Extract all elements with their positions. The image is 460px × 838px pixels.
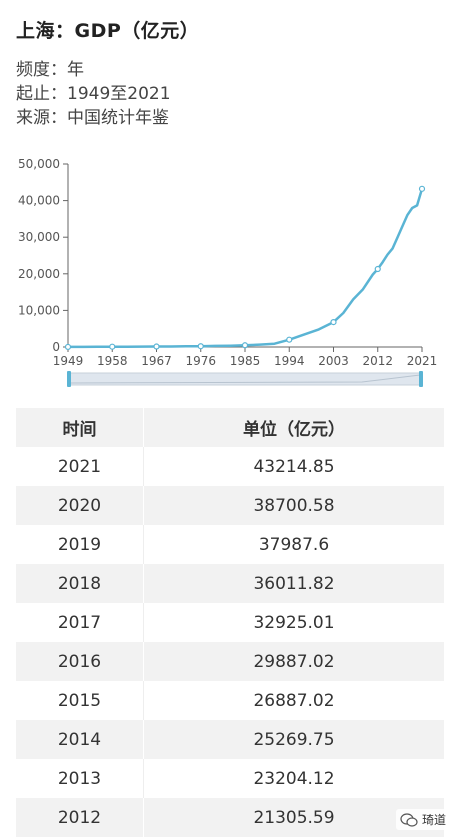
- zoom-slider-preview: [69, 374, 421, 384]
- data-point: [286, 336, 293, 343]
- data-point: [374, 265, 381, 273]
- cell-year: 2016: [16, 642, 144, 681]
- cell-year: 2021: [16, 447, 144, 486]
- cell-value: 38700.58: [143, 486, 444, 525]
- x-tick-label: 1976: [185, 354, 216, 368]
- data-point: [64, 343, 72, 351]
- table-row: 2013 23204.12: [16, 759, 444, 798]
- data-point: [109, 343, 116, 350]
- data-point: [153, 343, 160, 350]
- cell-value: 21305.59: [143, 798, 444, 837]
- table-row: 2015 26887.02: [16, 681, 444, 720]
- watermark-text: 琦道: [421, 813, 446, 827]
- x-tick-label: 2021: [407, 354, 438, 368]
- cell-value: 36011.82: [143, 564, 444, 603]
- zoom-handle-left[interactable]: [67, 371, 71, 387]
- table-row: 2017 32925.01: [16, 603, 444, 642]
- x-tick-label: 1949: [53, 354, 84, 368]
- meta-info: 频度：年 起止：1949至2021 来源：中国统计年鉴: [16, 58, 171, 130]
- series-line: [68, 188, 424, 349]
- gdp-line-chart: 0 10,000 20,000 30,000 40,000 50,000 1949 1958 1…: [18, 157, 438, 387]
- wechat-icon: [400, 812, 418, 827]
- table-row: 2016 29887.02: [16, 642, 444, 681]
- table-row: 2012 21305.59: [16, 798, 444, 837]
- y-tick-label: 30,000: [18, 230, 60, 244]
- cell-year: 2013: [16, 759, 144, 798]
- column-header-value: 单位（亿元）: [143, 408, 444, 447]
- cell-year: 2020: [16, 486, 144, 525]
- gdp-table: 时间 单位（亿元） 2021 43214.85 2020 38700.58 2019…: [16, 408, 444, 837]
- table-row: 2014 25269.75: [16, 720, 444, 759]
- source-text: 来源：中国统计年鉴: [16, 108, 169, 128]
- x-tick-label: 1994: [274, 354, 305, 368]
- page-title: 上海：GDP（亿元）: [16, 20, 200, 42]
- cell-value: 25269.75: [143, 720, 444, 759]
- zoom-handle-right[interactable]: [419, 371, 423, 387]
- table-header-row: 时间 单位（亿元）: [16, 408, 444, 447]
- cell-year: 2012: [16, 798, 144, 837]
- cell-year: 2015: [16, 681, 144, 720]
- cell-value: 26887.02: [143, 681, 444, 720]
- x-tick-label: 1985: [230, 354, 261, 368]
- cell-year: 2019: [16, 525, 144, 564]
- cell-value: 23204.12: [143, 759, 444, 798]
- table-row: 2018 36011.82: [16, 564, 444, 603]
- y-tick-label: 40,000: [18, 194, 60, 208]
- cell-value: 32925.01: [143, 603, 444, 642]
- column-header-time: 时间: [16, 408, 144, 447]
- cell-year: 2018: [16, 564, 144, 603]
- y-tick-label: 10,000: [18, 303, 60, 317]
- cell-value: 37987.6: [143, 525, 444, 564]
- table-row: 2021 43214.85: [16, 447, 444, 486]
- y-tick-label: 0: [52, 340, 60, 354]
- range-text: 起止：1949至2021: [16, 84, 171, 104]
- y-tick-label: 50,000: [18, 157, 60, 171]
- data-point: [418, 185, 426, 192]
- data-point: [241, 342, 249, 349]
- x-tick-label: 2012: [362, 354, 393, 368]
- y-tick-label: 20,000: [18, 267, 60, 281]
- x-tick-label: 2003: [318, 354, 349, 368]
- data-point: [197, 343, 204, 350]
- cell-value: 29887.02: [143, 642, 444, 681]
- data-point: [330, 319, 337, 326]
- cell-value: 43214.85: [143, 447, 444, 486]
- cell-year: 2014: [16, 720, 144, 759]
- frequency-text: 频度：年: [16, 60, 84, 80]
- x-tick-label: 1967: [141, 354, 172, 368]
- watermark: 琦道: [395, 809, 450, 830]
- table-row: 2020 38700.58: [16, 486, 444, 525]
- cell-year: 2017: [16, 603, 144, 642]
- x-tick-label: 1958: [97, 354, 128, 368]
- table-row: 2019 37987.6: [16, 525, 444, 564]
